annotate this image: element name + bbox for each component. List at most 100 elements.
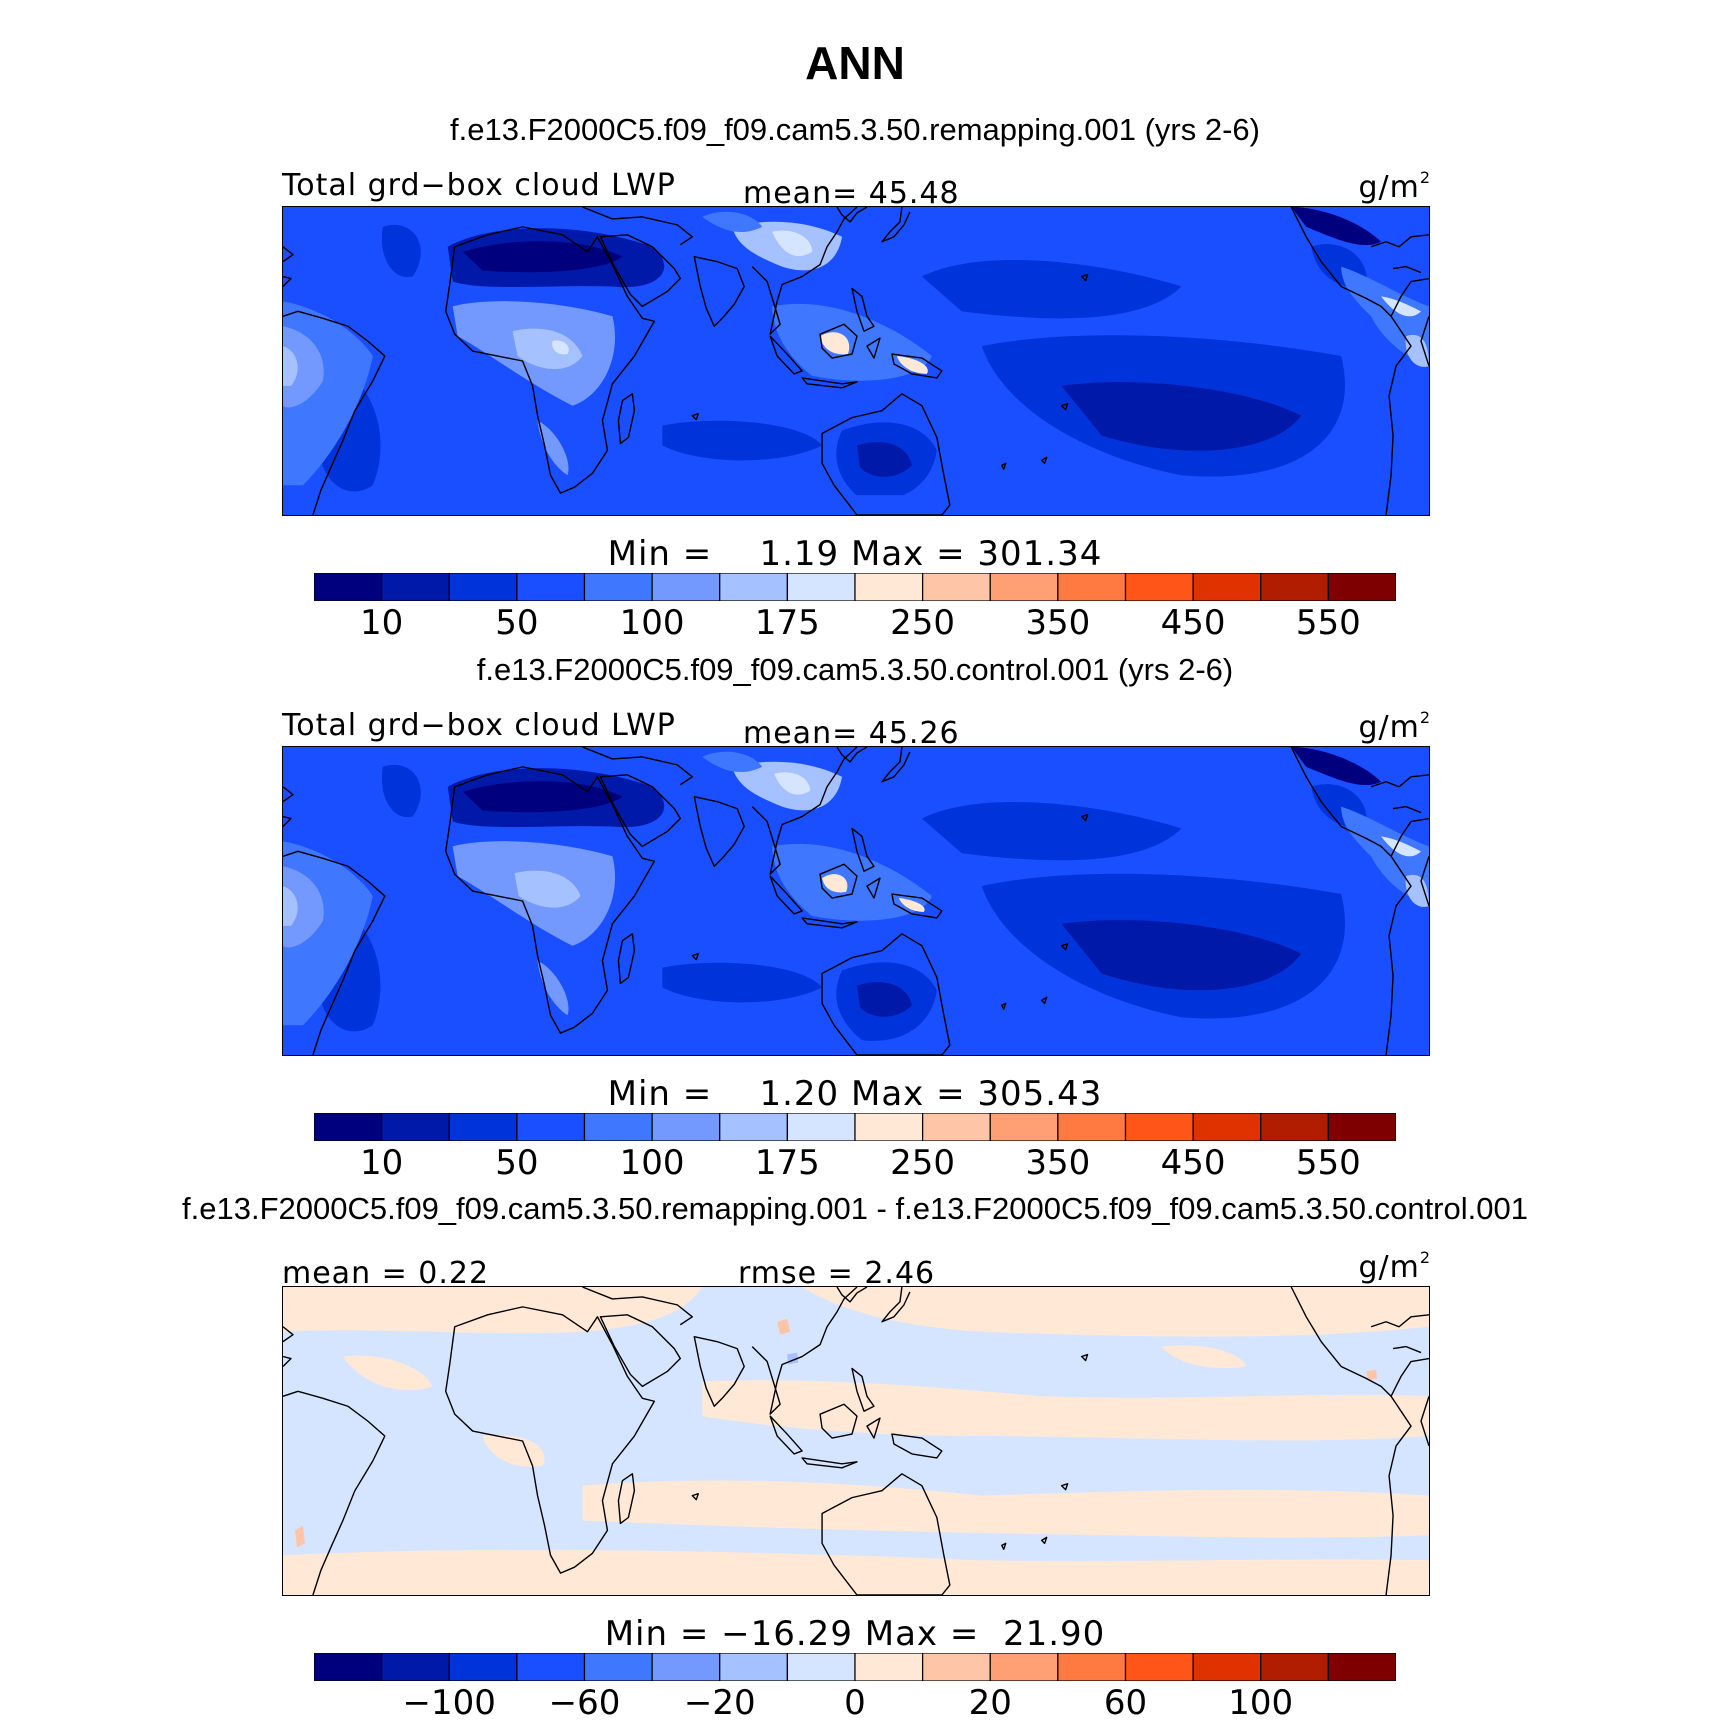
panel-2-unit: g/m [1358, 710, 1420, 745]
colorbar-box [922, 573, 991, 601]
colorbar-box [719, 1653, 788, 1681]
colorbar-box [719, 573, 788, 601]
panel-1-variable-label: Total grd−box cloud LWP [282, 168, 676, 203]
panel-2-colorbar-ticks: 10 50 100 175 250 350 450 550 [0, 1143, 1710, 1183]
colorbar-tick-label: 250 [890, 603, 956, 643]
colorbar-box [1057, 573, 1127, 601]
panel-3-rmse-label: rmse = 2.46 [738, 1256, 936, 1291]
colorbar-tick-label: 550 [1295, 1143, 1361, 1183]
panel-1-minmax: Min = 1.19 Max = 301.34 [607, 534, 1103, 574]
panel-1-unit: g/m [1358, 170, 1420, 205]
colorbar-box [314, 1113, 383, 1141]
panel-1-unit-label: g/m2 [1358, 168, 1430, 205]
colorbar-tick-label: 350 [1025, 1143, 1091, 1183]
colorbar-box [651, 1653, 721, 1681]
colorbar-tick-label: 250 [890, 1143, 956, 1183]
colorbar-box [516, 573, 586, 601]
panel-3-colorbar [314, 1653, 1396, 1681]
colorbar-tick-label: 0 [844, 1683, 866, 1723]
colorbar-box [1260, 1653, 1329, 1681]
colorbar-box [1057, 1653, 1127, 1681]
colorbar-box [1192, 1113, 1262, 1141]
panel-2-minmax: Min = 1.20 Max = 305.43 [607, 1074, 1103, 1114]
colorbar-box [854, 1113, 924, 1141]
panel-1-colorbar-ticks: 10 50 100 175 250 350 450 550 [0, 603, 1710, 643]
panel-1-map [282, 206, 1430, 516]
colorbar-box [583, 1113, 653, 1141]
colorbar-box [448, 1653, 518, 1681]
panel-3-contour-field [283, 1287, 1429, 1595]
panel-1-colorbar [314, 573, 1396, 601]
colorbar-tick-label: 100 [619, 603, 685, 643]
panel-1-contour-field [283, 207, 1429, 515]
colorbar-box [922, 1653, 991, 1681]
colorbar-box [314, 573, 383, 601]
colorbar-box [448, 573, 518, 601]
colorbar-tick-label: 100 [1228, 1683, 1294, 1723]
colorbar-box [1192, 573, 1262, 601]
colorbar-box [651, 573, 721, 601]
colorbar-box [719, 1113, 788, 1141]
colorbar-tick-label: 60 [1103, 1683, 1148, 1723]
colorbar-box [381, 1113, 450, 1141]
colorbar-box [448, 1113, 518, 1141]
colorbar-tick-label: 20 [968, 1683, 1012, 1723]
colorbar-box [381, 573, 450, 601]
colorbar-box [381, 1653, 450, 1681]
panel-3-minmax: Min = −16.29 Max = 21.90 [604, 1614, 1106, 1654]
colorbar-box [1057, 1113, 1127, 1141]
colorbar-tick-label: 10 [359, 1143, 404, 1183]
colorbar-tick-label: 50 [495, 1143, 539, 1183]
colorbar-box [516, 1653, 586, 1681]
colorbar-box [1327, 1653, 1396, 1681]
colorbar-box [1260, 573, 1329, 601]
panel-1-subtitle: f.e13.F2000C5.f09_f09.cam5.3.50.remappin… [450, 112, 1260, 147]
colorbar-tick-label: 50 [495, 603, 539, 643]
colorbar-box [583, 573, 653, 601]
colorbar-tick-label: 100 [619, 1143, 685, 1183]
colorbar-box [786, 573, 856, 601]
colorbar-box [516, 1113, 586, 1141]
colorbar-tick-label: 350 [1025, 603, 1091, 643]
figure-title: ANN [805, 37, 905, 89]
panel-3-unit: g/m [1358, 1250, 1420, 1285]
panel-2-mean-label: mean= 45.26 [743, 716, 960, 751]
panel-1-mean-label: mean= 45.48 [743, 176, 960, 211]
panel-2-unit-label: g/m2 [1358, 708, 1430, 745]
colorbar-box [314, 1653, 383, 1681]
colorbar-box [1260, 1113, 1329, 1141]
colorbar-tick-label: 175 [754, 603, 820, 643]
panel-2-subtitle: f.e13.F2000C5.f09_f09.cam5.3.50.control.… [476, 652, 1234, 687]
colorbar-tick-label: −60 [548, 1683, 621, 1723]
colorbar-box [786, 1113, 856, 1141]
panel-2-contour-field [283, 747, 1429, 1055]
colorbar-box [989, 1653, 1059, 1681]
panel-1-unit-exponent: 2 [1419, 168, 1430, 187]
colorbar-tick-label: 10 [359, 603, 404, 643]
colorbar-tick-label: −20 [683, 1683, 756, 1723]
colorbar-box [854, 1653, 924, 1681]
colorbar-tick-label: 175 [754, 1143, 820, 1183]
colorbar-box [1327, 573, 1396, 601]
colorbar-box [651, 1113, 721, 1141]
colorbar-tick-label: 450 [1160, 603, 1226, 643]
colorbar-box [854, 573, 924, 601]
panel-2-colorbar [314, 1113, 1396, 1141]
colorbar-box [1192, 1653, 1262, 1681]
colorbar-tick-label: 550 [1295, 603, 1361, 643]
colorbar-box [1124, 573, 1194, 601]
panel-3-mean-label: mean = 0.22 [282, 1256, 490, 1291]
panel-3-colorbar-ticks: −100 −60 −20 0 20 60 100 [0, 1683, 1710, 1723]
colorbar-box [583, 1653, 653, 1681]
panel-2-variable-label: Total grd−box cloud LWP [282, 708, 676, 743]
panel-2-map [282, 746, 1430, 1056]
panel-3-map [282, 1286, 1430, 1596]
colorbar-box [786, 1653, 856, 1681]
panel-2-unit-exponent: 2 [1419, 708, 1430, 727]
panel-3-subtitle: f.e13.F2000C5.f09_f09.cam5.3.50.remappin… [182, 1191, 1528, 1226]
colorbar-box [1124, 1653, 1194, 1681]
panel-3-unit-exponent: 2 [1419, 1248, 1430, 1267]
colorbar-box [1124, 1113, 1194, 1141]
colorbar-box [989, 1113, 1059, 1141]
colorbar-tick-label: −100 [402, 1683, 496, 1723]
